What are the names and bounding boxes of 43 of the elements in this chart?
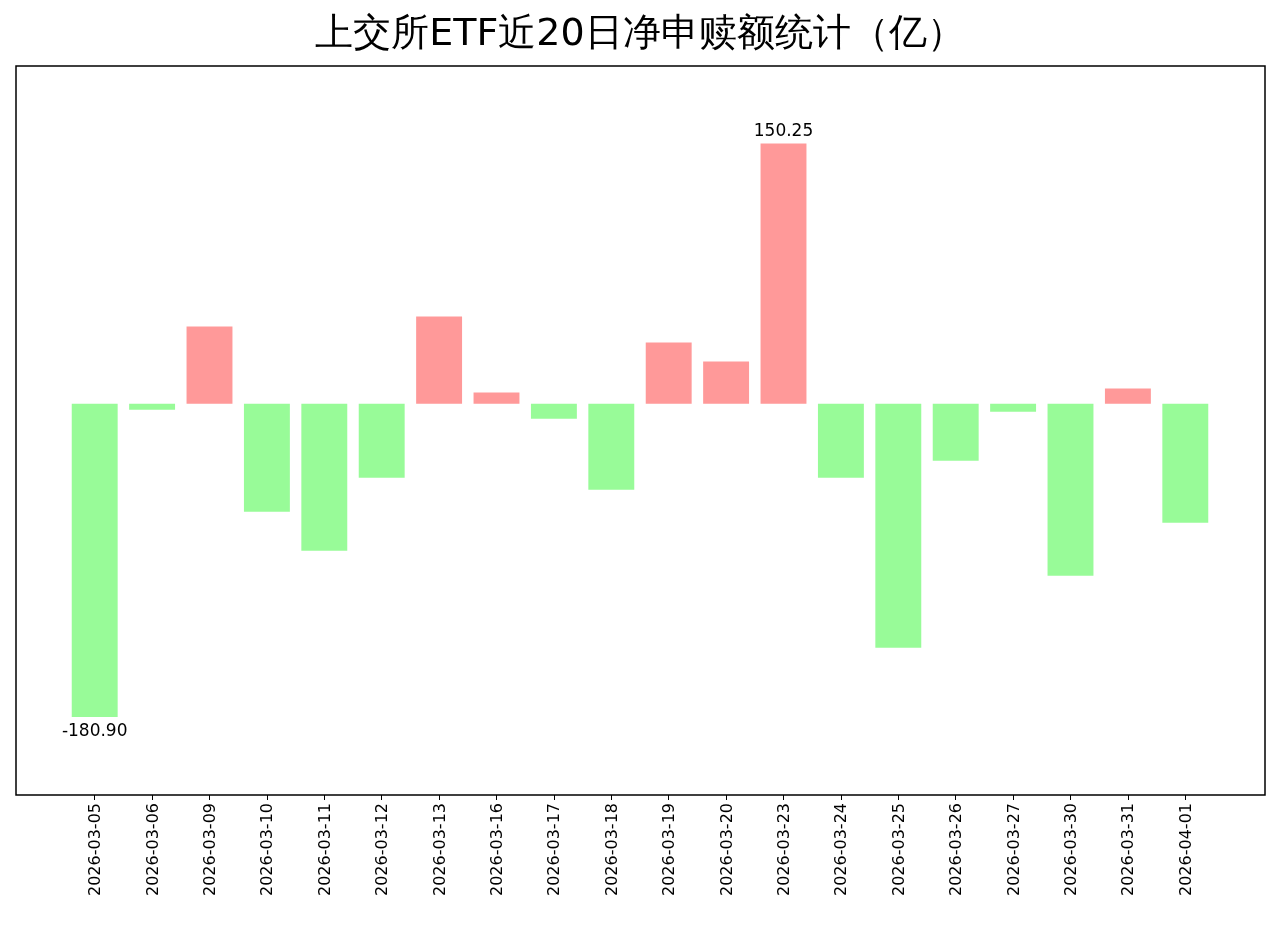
x-tick-label: 2026-03-20 [716,803,736,896]
x-tick-label: 2026-03-09 [200,803,219,896]
x-tick-label: 2026-03-13 [429,803,449,896]
x-tick-label: 2026-03-11 [314,803,334,896]
x-tick-label: 2026-03-30 [1061,803,1080,896]
bar [817,403,864,478]
bar [760,143,807,404]
bar [71,403,118,717]
bar [416,316,463,404]
x-tick-label: 2026-03-12 [372,803,392,896]
bar [932,403,979,461]
x-tick-label: 2026-03-06 [142,803,162,896]
x-tick-label: 2026-03-17 [544,803,564,896]
x-tick-label: 2026-03-25 [888,803,908,896]
x-tick-label: 2026-03-31 [1118,803,1138,896]
bar [588,403,635,490]
bar [186,326,233,404]
x-tick-label: 2026-04-01 [1175,803,1195,896]
x-tick-label: 2026-03-19 [659,803,679,896]
chart-title: 上交所ETF近20日净申赎额统计（亿） [315,10,965,54]
x-tick-label: 2026-03-24 [831,803,851,896]
x-tick-label: 2026-03-18 [601,803,621,896]
x-tick-label: 2026-03-16 [487,803,506,896]
bar [129,403,176,410]
x-tick-label: 2026-03-27 [1003,803,1023,896]
bar [243,403,290,512]
x-tick-label: 2026-03-23 [774,803,793,896]
bar [1047,403,1094,576]
bar [358,403,405,478]
x-tick-label: 2026-03-10 [257,803,277,896]
bar [875,403,922,648]
data-label: 150.25 [753,119,814,140]
bar [703,361,750,404]
bar [1104,388,1151,404]
x-tick-label: 2026-03-26 [946,803,966,896]
data-label: -180.90 [61,720,128,741]
bar [530,403,577,419]
bar [301,403,348,551]
bar [1162,403,1209,523]
bar [473,392,520,404]
bar [990,403,1037,412]
bar [645,342,692,404]
x-tick-label: 2026-03-05 [85,803,105,896]
